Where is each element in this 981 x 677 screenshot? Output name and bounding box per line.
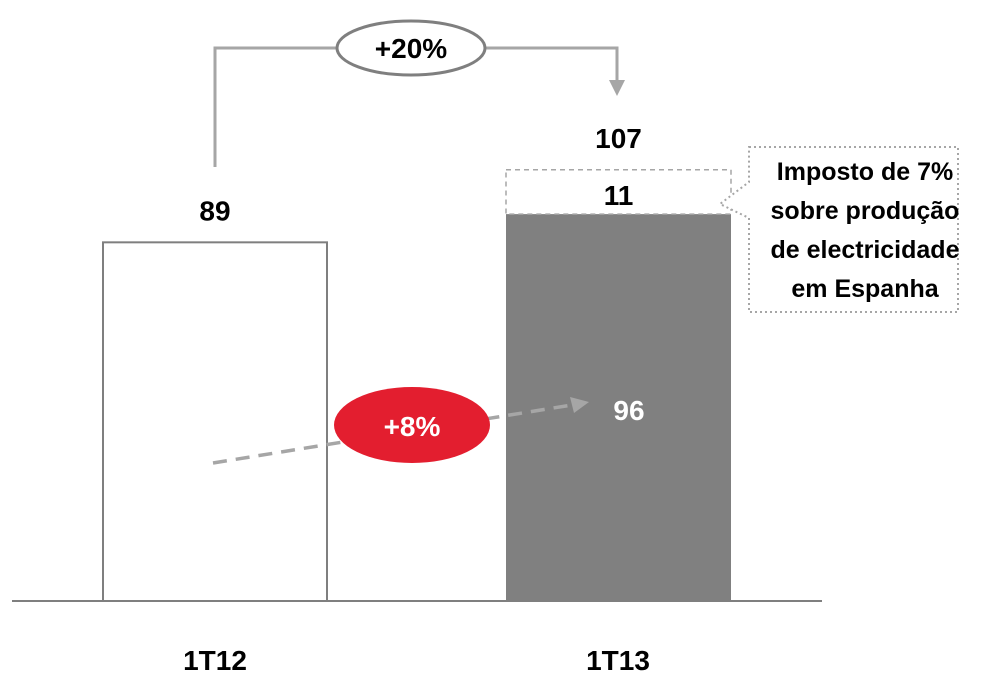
category-label-1t13: 1T13 [586,645,650,676]
growth-total-bubble [335,19,487,77]
callout-line-3: de electricidade [771,236,960,264]
growth-base-arrowhead [570,397,589,413]
value-label-1t13-tax: 11 [604,180,634,211]
growth-total-arrowhead [609,80,625,96]
growth-total-connector-right [482,46,619,82]
bar-1t12 [102,241,328,603]
bar-1t13-base [506,214,731,601]
growth-total-label: +20% [375,33,447,64]
bar-1t13-tax [505,169,732,215]
value-label-1t13-total: 107 [595,123,642,154]
callout-line-4: em Espanha [791,275,939,303]
growth-base-bubble [334,387,490,463]
callout-box [718,146,959,313]
category-label-1t12: 1T12 [183,645,247,676]
growth-base-label: +8% [384,411,441,442]
callout-line-1: Imposto de 7% [777,158,953,186]
growth-total-connector [213,46,340,167]
value-label-1t12: 89 [199,195,230,226]
value-label-1t13-base: 96 [613,395,644,426]
callout-line-2: sobre produção [771,197,960,225]
